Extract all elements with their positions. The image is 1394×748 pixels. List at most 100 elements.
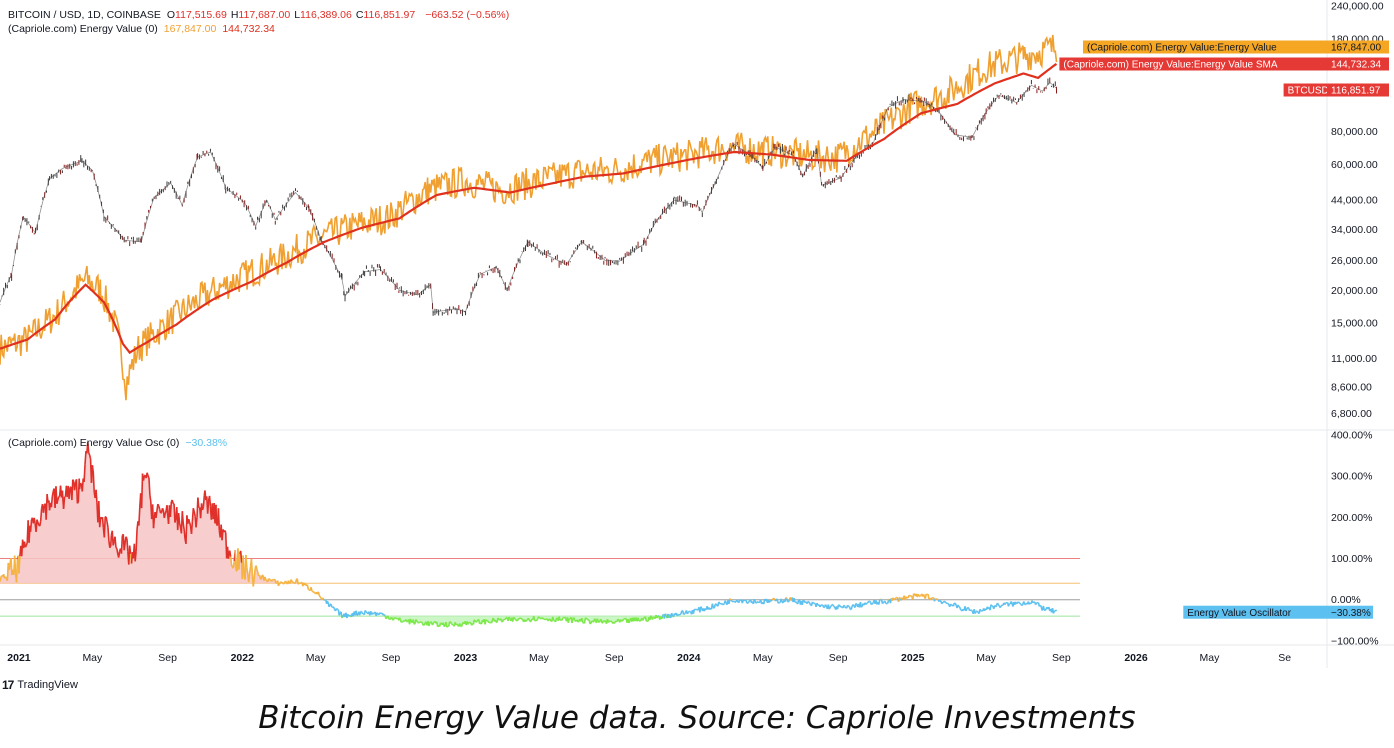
oscillator-segment [326,600,329,604]
oscillator-tag-label-box [1183,605,1327,619]
oscillator-segment [1004,602,1007,605]
oscillator-segment [527,617,530,621]
oscillator-segment [258,575,262,580]
oscillator-segment [247,573,251,583]
oscillator-segment [517,617,520,620]
time-axis-tick-label: Sep [1052,652,1071,664]
oscillator-segment [1000,604,1003,607]
oscillator-segment [832,604,835,607]
oscillator-segment [202,495,206,507]
oscillator-segment [787,599,791,603]
oscillator-segment [306,584,310,590]
oscillator-segment [497,617,500,621]
oscillator-segment [623,617,626,620]
oscillator-segment [547,619,550,622]
oscillator-segment [365,611,368,614]
oscillator-segment [146,472,149,476]
oscillator-segment [543,618,546,621]
oscillator-segment [816,602,819,606]
oscillator-segment [773,597,776,601]
oscillator-segment [1019,602,1022,606]
tradingview-brand-text: TradingView [17,679,78,691]
oscillator-segment [969,609,972,612]
oscillator-segment [117,551,121,558]
oscillator-segment [106,521,109,528]
ohlc-c: C116,851.97 [356,9,415,21]
oscillator-segment [421,623,425,626]
oscillator-segment [128,545,132,555]
oscillator-segment [637,617,640,622]
oscillator-segment [318,595,321,598]
oscillator-segment [999,605,1002,609]
energy-value-sma-line [0,62,1058,355]
oscillator-tag-label: Energy Value Oscillator [1187,608,1291,619]
oscillator-segment [217,508,221,531]
oscillator-axis-tick-label: 300.00% [1331,471,1372,483]
ohlc-label: C [355,9,364,21]
oscillator-segment [188,522,192,527]
oscillator-segment [248,566,252,574]
oscillator-segment [126,538,129,552]
oscillator-segment [228,550,232,557]
oscillator-axis-tick-label: −100.00% [1331,635,1379,647]
oscillator-segment [275,581,278,584]
oscillator-segment [4,576,8,579]
oscillator-segment [980,609,983,612]
oscillator-segment [1039,604,1042,608]
oscillator-segment [116,548,119,554]
oscillator-segment [944,601,947,604]
oscillator-segment [278,582,281,585]
oscillator-segment [458,623,462,627]
oscillator-segment [36,519,39,523]
oscillator-segment [253,568,256,580]
oscillator-segment [811,601,815,604]
oscillator-segment [930,597,933,601]
oscillator-segment [246,567,249,575]
ohlc-value: 117,515.69 [175,9,227,21]
oscillator-segment [664,613,667,616]
oscillator-segment [190,521,194,534]
oscillator-segment [260,575,263,580]
oscillator-segment [25,542,28,546]
price-axis-tick-label: 60,000.00 [1331,159,1378,171]
oscillator-segment [758,601,761,604]
oscillator-segment [757,601,760,604]
time-axis-tick-label: 2026 [1124,652,1148,664]
oscillator-segment [621,618,625,622]
oscillator-segment [157,503,160,507]
oscillator-segment [135,529,138,552]
oscillator-segment [187,518,191,523]
oscillator-segment [88,454,92,459]
oscillator-segment [252,579,255,587]
oscillator-segment [829,605,832,608]
oscillator-segment [296,577,298,580]
oscillator-segment [360,611,364,615]
oscillator-segment [467,621,470,625]
oscillator-segment [524,619,528,623]
oscillator-segment [72,479,75,482]
oscillator-segment [0,576,2,582]
oscillator-segment [431,622,435,626]
oscillator-segment [29,519,33,532]
oscillator-segment [250,558,254,574]
oscillator-segment [540,617,543,620]
oscillator-segment [473,619,476,622]
oscillator-segment [802,599,805,602]
oscillator-segment [208,495,212,507]
oscillator-segment [157,505,161,510]
oscillator-segment [310,587,313,592]
oscillator-segment [686,612,689,615]
energy-value-tag-value: 167,847.00 [1331,43,1381,54]
time-axis-tick-label: Sep [158,652,177,664]
oscillator-segment [103,516,107,538]
oscillator-segment [771,598,774,601]
energy-sma-reading: 144,732.34 [222,23,275,35]
oscillator-segment [324,598,327,601]
oscillator-segment [869,600,872,603]
oscillator-axis-tick-label: 100.00% [1331,553,1372,565]
oscillator-segment [335,607,338,610]
oscillator-segment [836,604,840,610]
oscillator-segment [319,596,322,599]
oscillator-segment [806,601,809,604]
